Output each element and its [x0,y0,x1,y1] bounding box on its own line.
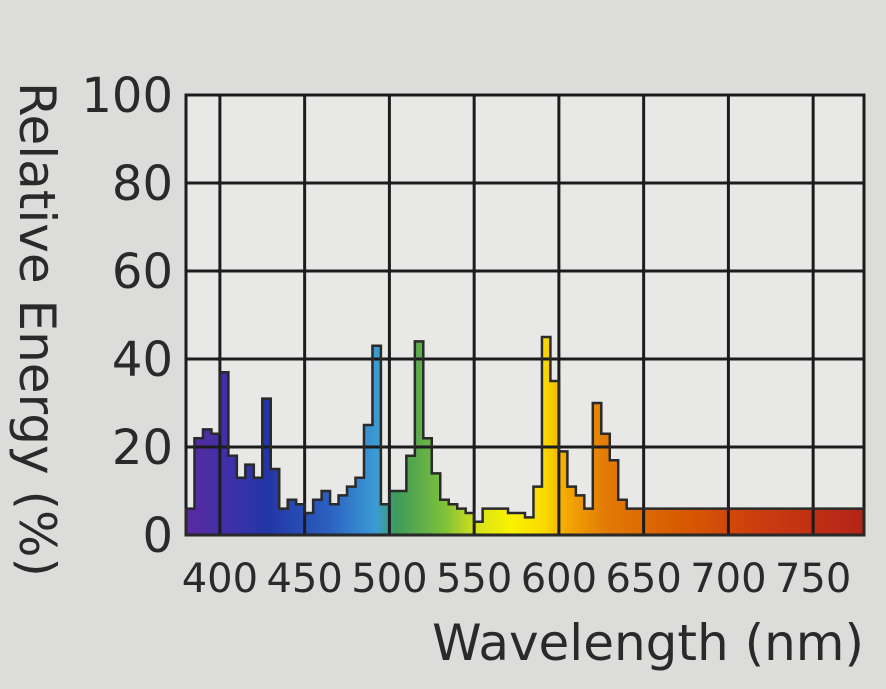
spectrum-outline [184,335,866,537]
y-tick-label: 80 [112,156,173,212]
spectrum-outline-layer [184,335,866,537]
y-tick-label: 100 [81,68,173,124]
x-tick-label: 450 [266,556,342,602]
plot-background [186,95,864,535]
y-tick-label: 20 [112,420,173,476]
x-axis-label: Wavelength (nm) [432,614,864,672]
x-tick-labels: 400 450 500 550 600 650 700 750 [182,556,852,602]
x-tick-label: 700 [690,556,766,602]
x-tick-label: 750 [775,556,851,602]
y-tick-label: 40 [112,332,173,388]
y-tick-labels: 0 20 40 60 80 100 [81,68,173,564]
x-tick-label: 650 [605,556,681,602]
y-tick-label: 0 [142,508,173,564]
y-axis-label: Relative Energy (%) [8,82,66,577]
x-tick-label: 600 [521,556,597,602]
y-tick-label: 60 [112,244,173,300]
grid-layer [184,93,866,537]
x-tick-label: 550 [436,556,512,602]
x-tick-label: 400 [182,556,258,602]
x-tick-label: 500 [351,556,427,602]
